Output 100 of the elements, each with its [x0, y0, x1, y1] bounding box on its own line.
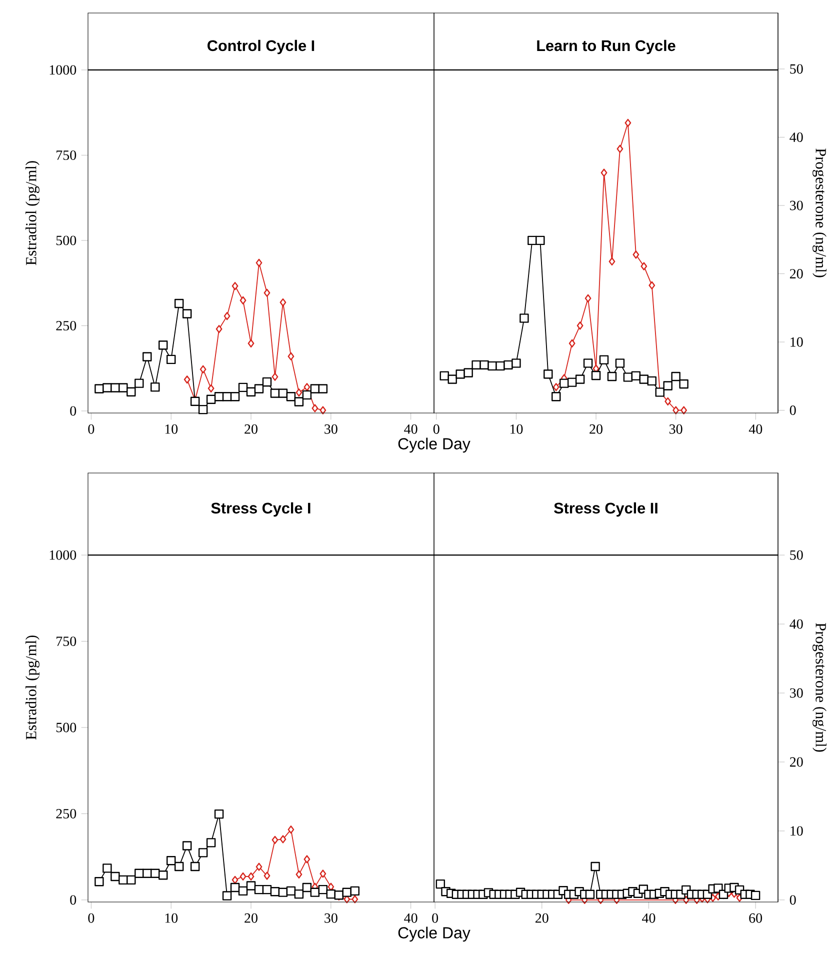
point	[150, 382, 160, 392]
x-tick-label: 10	[510, 424, 523, 434]
x-tick-label: 40	[404, 913, 418, 923]
point	[607, 372, 617, 382]
y2-tick-label: 20	[790, 269, 803, 278]
point	[310, 384, 320, 394]
point	[623, 372, 633, 382]
point	[296, 388, 302, 397]
point	[198, 848, 208, 858]
point	[567, 378, 577, 387]
point	[436, 879, 446, 889]
y-tick-label: 0	[70, 406, 76, 416]
point	[214, 809, 224, 819]
point	[246, 881, 256, 890]
point	[206, 838, 216, 848]
point	[680, 406, 688, 414]
x-tick-label: 20	[590, 424, 602, 434]
y-tick-label: 500	[56, 722, 76, 732]
point	[440, 371, 449, 380]
point	[184, 375, 190, 384]
point	[648, 281, 656, 290]
point	[599, 355, 609, 364]
point	[110, 872, 120, 882]
point	[671, 372, 680, 382]
point	[352, 895, 358, 904]
point	[512, 358, 521, 368]
x-tick-label: 30	[324, 424, 338, 434]
x-tick-label: 60	[749, 913, 762, 923]
point	[264, 872, 270, 880]
point	[200, 365, 206, 374]
point	[256, 862, 262, 871]
point	[232, 282, 238, 290]
x-tick-label: 0	[88, 913, 94, 923]
point	[294, 889, 304, 899]
point	[174, 298, 184, 308]
x-tick-label: 20	[244, 913, 258, 923]
point	[464, 368, 473, 378]
point	[616, 144, 624, 153]
point	[672, 406, 680, 414]
point	[166, 856, 176, 866]
point	[576, 322, 584, 330]
y2-tick-label: 0	[790, 895, 796, 905]
point	[310, 888, 320, 897]
point	[126, 387, 136, 396]
point	[286, 392, 296, 402]
point	[280, 835, 286, 844]
point	[94, 877, 104, 886]
x-axis-title: Cycle Day	[398, 926, 470, 942]
point	[230, 882, 240, 892]
point	[208, 384, 214, 392]
point	[714, 884, 723, 893]
point	[248, 872, 254, 881]
x-tick-label: 40	[642, 913, 656, 923]
y2-axis-title: Progesterone (ng/ml)	[812, 148, 826, 278]
point	[166, 354, 176, 364]
point	[585, 890, 595, 900]
y2-tick-label: 30	[790, 688, 803, 698]
y-tick-label: 250	[56, 808, 76, 818]
point	[262, 377, 272, 387]
point	[182, 841, 192, 850]
point	[198, 404, 208, 414]
point	[126, 875, 136, 885]
point	[663, 381, 672, 390]
point	[568, 339, 576, 348]
point	[224, 312, 230, 320]
point	[278, 388, 288, 398]
point	[640, 262, 648, 270]
y-tick-label: 1000	[50, 65, 76, 75]
point	[575, 374, 585, 384]
point	[270, 388, 280, 398]
y-tick-label: 1000	[50, 550, 76, 560]
y2-tick-label: 30	[790, 200, 803, 210]
point	[238, 382, 248, 392]
x-tick-label: 10	[165, 913, 178, 923]
point	[288, 826, 294, 834]
y2-tick-label: 50	[790, 64, 803, 74]
y-tick-label: 0	[70, 895, 76, 905]
point	[520, 314, 529, 323]
x-axis-title: Cycle Day	[398, 438, 470, 453]
x-tick-label: 30	[670, 424, 682, 434]
y2-tick-label: 0	[790, 406, 796, 415]
point	[158, 870, 168, 880]
point	[240, 296, 246, 304]
y-tick-label: 750	[56, 150, 76, 160]
point	[559, 378, 569, 388]
point	[608, 257, 616, 266]
point	[679, 379, 688, 389]
point	[591, 370, 601, 380]
point	[302, 882, 312, 892]
x-tick-label: 0	[432, 913, 438, 923]
point	[312, 404, 318, 412]
point	[544, 370, 553, 379]
text: Stress Cycle I	[211, 502, 310, 517]
point	[216, 324, 222, 334]
y2-tick-label: 20	[790, 757, 803, 767]
point	[318, 384, 328, 394]
point	[320, 406, 326, 414]
y2-tick-label: 40	[790, 619, 803, 629]
point	[288, 352, 294, 360]
point	[536, 236, 545, 246]
